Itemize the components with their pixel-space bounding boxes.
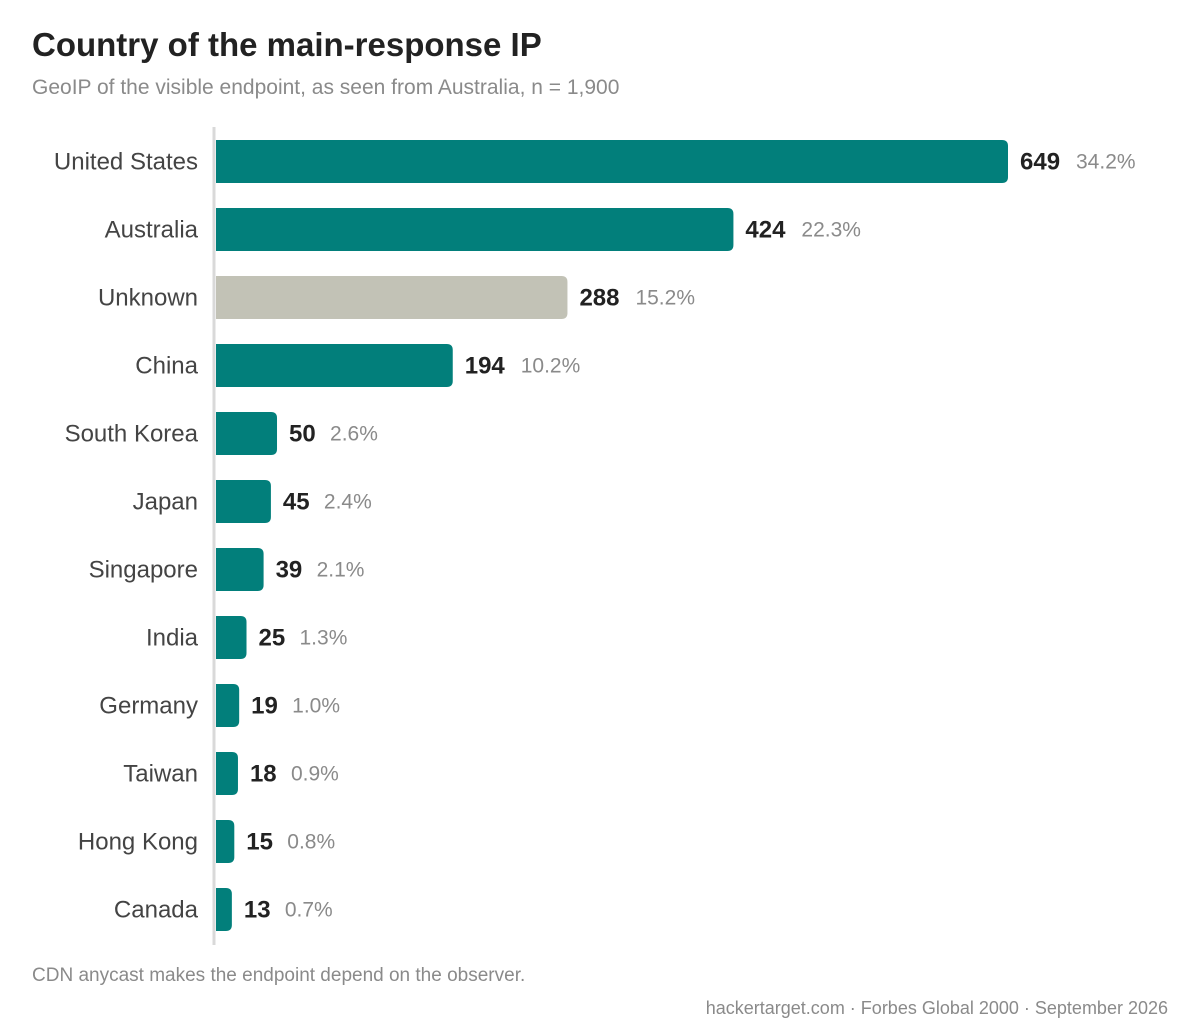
percent-label: 0.9% — [291, 763, 339, 786]
category-label: Australia — [105, 217, 199, 244]
value-label: 194 — [465, 353, 506, 380]
percent-label: 22.3% — [801, 219, 861, 242]
bar-china — [216, 344, 453, 387]
category-label: India — [146, 625, 199, 652]
bar-canada — [216, 888, 232, 931]
bar-south-korea — [216, 412, 278, 455]
category-label: Unknown — [98, 285, 198, 312]
value-label: 649 — [1020, 149, 1060, 176]
bar-singapore — [216, 548, 264, 591]
percent-label: 1.0% — [292, 695, 340, 718]
bar-unknown — [216, 276, 568, 319]
percent-label: 0.8% — [287, 831, 335, 854]
value-label: 288 — [579, 285, 619, 312]
percent-label: 15.2% — [635, 287, 695, 310]
value-label: 19 — [251, 693, 278, 720]
category-label: Hong Kong — [78, 829, 198, 856]
category-label: South Korea — [65, 421, 199, 448]
chart-title: Country of the main-response IP — [32, 26, 542, 63]
category-label: Taiwan — [123, 761, 198, 788]
value-label: 15 — [246, 829, 273, 856]
chart-footnote: CDN anycast makes the endpoint depend on… — [32, 965, 526, 986]
bar-india — [216, 616, 247, 659]
bar-hong-kong — [216, 820, 235, 863]
category-label: United States — [54, 149, 198, 176]
percent-label: 2.6% — [330, 423, 378, 446]
category-label: Singapore — [89, 557, 198, 584]
category-label: Germany — [99, 693, 198, 720]
value-label: 18 — [250, 761, 277, 788]
value-label: 25 — [259, 625, 286, 652]
percent-label: 10.2% — [521, 355, 581, 378]
percent-label: 1.3% — [300, 627, 348, 650]
category-label: Canada — [114, 897, 199, 924]
bar-japan — [216, 480, 271, 523]
value-label: 50 — [289, 421, 316, 448]
bar-australia — [216, 208, 734, 251]
bar-taiwan — [216, 752, 238, 795]
bar-germany — [216, 684, 240, 727]
percent-label: 2.4% — [324, 491, 372, 514]
bar-united-states — [216, 140, 1008, 183]
category-label: Japan — [133, 489, 198, 516]
percent-label: 0.7% — [285, 899, 333, 922]
value-label: 45 — [283, 489, 310, 516]
value-label: 13 — [244, 897, 271, 924]
percent-label: 2.1% — [317, 559, 365, 582]
value-label: 39 — [276, 557, 303, 584]
category-label: China — [135, 353, 198, 380]
value-label: 424 — [745, 217, 786, 244]
percent-label: 34.2% — [1076, 151, 1136, 174]
chart-subtitle: GeoIP of the visible endpoint, as seen f… — [32, 76, 620, 99]
chart-source: hackertarget.com · Forbes Global 2000 · … — [705, 998, 1168, 1018]
